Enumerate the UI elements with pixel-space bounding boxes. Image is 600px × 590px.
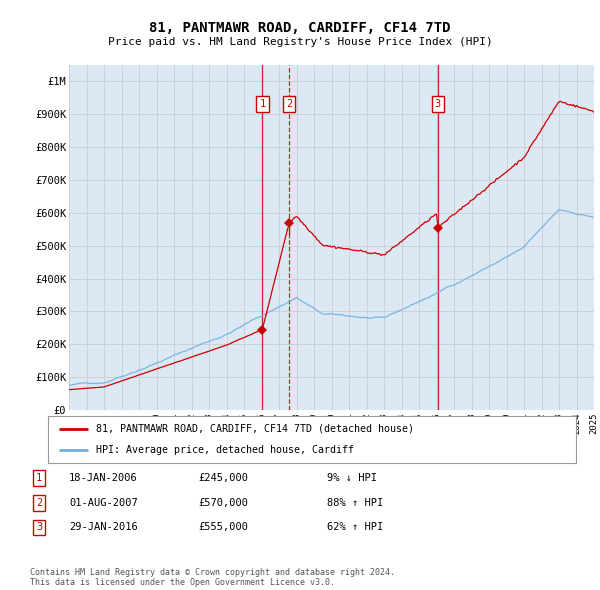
Text: 2: 2 xyxy=(286,99,292,109)
Text: 81, PANTMAWR ROAD, CARDIFF, CF14 7TD (detached house): 81, PANTMAWR ROAD, CARDIFF, CF14 7TD (de… xyxy=(95,424,413,434)
Text: £245,000: £245,000 xyxy=(198,473,248,483)
Text: 29-JAN-2016: 29-JAN-2016 xyxy=(69,523,138,532)
Text: 18-JAN-2006: 18-JAN-2006 xyxy=(69,473,138,483)
Text: 2: 2 xyxy=(36,498,42,507)
Text: 3: 3 xyxy=(36,523,42,532)
Text: 01-AUG-2007: 01-AUG-2007 xyxy=(69,498,138,507)
Text: £555,000: £555,000 xyxy=(198,523,248,532)
Text: 3: 3 xyxy=(435,99,441,109)
Text: 81, PANTMAWR ROAD, CARDIFF, CF14 7TD: 81, PANTMAWR ROAD, CARDIFF, CF14 7TD xyxy=(149,21,451,35)
Text: 1: 1 xyxy=(36,473,42,483)
Text: 88% ↑ HPI: 88% ↑ HPI xyxy=(327,498,383,507)
Text: HPI: Average price, detached house, Cardiff: HPI: Average price, detached house, Card… xyxy=(95,445,353,455)
Text: 62% ↑ HPI: 62% ↑ HPI xyxy=(327,523,383,532)
Text: £570,000: £570,000 xyxy=(198,498,248,507)
Text: Contains HM Land Registry data © Crown copyright and database right 2024.
This d: Contains HM Land Registry data © Crown c… xyxy=(30,568,395,587)
Text: 9% ↓ HPI: 9% ↓ HPI xyxy=(327,473,377,483)
Text: 1: 1 xyxy=(259,99,265,109)
Text: Price paid vs. HM Land Registry's House Price Index (HPI): Price paid vs. HM Land Registry's House … xyxy=(107,37,493,47)
